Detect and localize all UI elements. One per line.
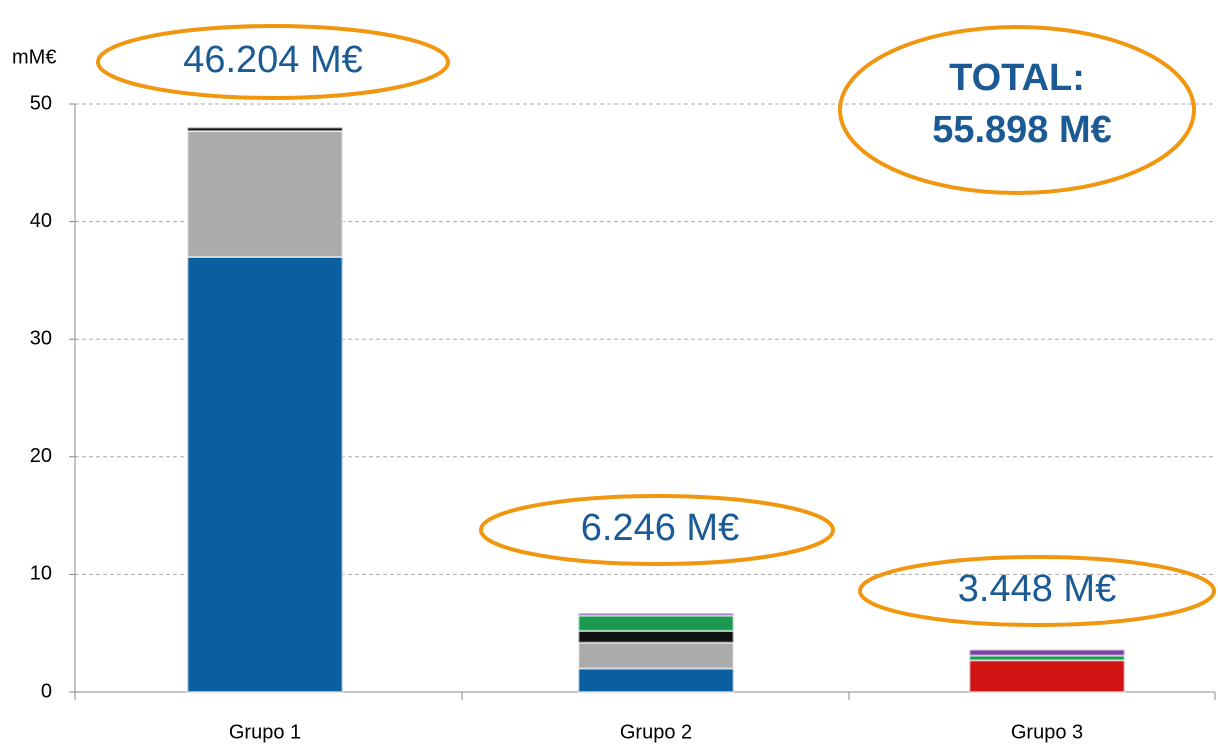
bar-segment — [968, 648, 1126, 657]
total-line: TOTAL: — [949, 57, 1085, 99]
x-tick-label: Grupo 1 — [229, 721, 301, 743]
bar-segment — [186, 130, 344, 258]
bar-segment — [186, 255, 344, 693]
annotation: 6.246 M€ — [581, 507, 739, 549]
y-tick-label: 10 — [30, 563, 52, 585]
y-unit: mM€ — [12, 46, 56, 68]
annotation-ellipse — [479, 494, 835, 566]
bar-segment — [577, 641, 735, 670]
annotation: 3.448 M€ — [958, 568, 1116, 610]
annotation: 46.204 M€ — [183, 39, 363, 81]
y-tick-label: 20 — [30, 445, 52, 467]
x-tick-label: Grupo 3 — [1011, 721, 1083, 743]
bar-segment — [577, 614, 735, 632]
bar-segment — [186, 126, 344, 133]
bar-segment — [968, 659, 1126, 693]
bar-segment — [577, 667, 735, 693]
bar-segment — [577, 629, 735, 644]
total-ellipse — [838, 25, 1196, 195]
bar-segment — [577, 612, 735, 617]
y-tick-label: 50 — [30, 92, 52, 114]
y-tick-label: 0 — [41, 680, 52, 702]
y-tick-label: 40 — [30, 210, 52, 232]
annotation-ellipse — [96, 24, 450, 100]
y-tick-label: 30 — [30, 327, 52, 349]
total-line: 55.898 M€ — [932, 109, 1112, 151]
annotation-ellipse — [858, 555, 1216, 627]
x-tick-label: Grupo 2 — [620, 721, 692, 743]
